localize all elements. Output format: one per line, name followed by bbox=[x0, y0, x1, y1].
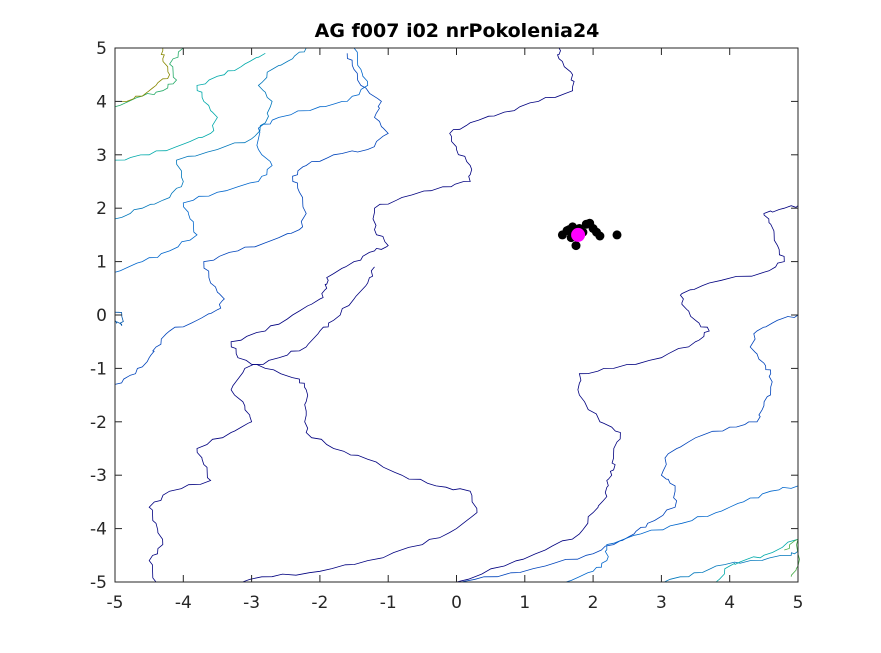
contour-line bbox=[230, 47, 575, 583]
contour-line bbox=[114, 47, 307, 220]
y-tick-label: -5 bbox=[90, 573, 107, 593]
y-tick-label: -2 bbox=[90, 413, 107, 433]
x-tick-label: -1 bbox=[380, 593, 397, 613]
y-tick-label: 2 bbox=[96, 199, 107, 219]
contour-lines bbox=[114, 47, 800, 583]
x-tick-label: 3 bbox=[656, 593, 667, 613]
population-point bbox=[595, 231, 605, 241]
contour-line bbox=[565, 485, 799, 583]
contour-line bbox=[456, 205, 799, 583]
y-tick-label: -1 bbox=[90, 359, 107, 379]
y-tick-label: 1 bbox=[96, 253, 107, 273]
chart-title: AG f007 i02 nrPokolenia24 bbox=[315, 20, 600, 42]
x-tick-label: 5 bbox=[793, 593, 804, 613]
y-tick-label: 0 bbox=[96, 306, 107, 326]
y-tick-label: 5 bbox=[96, 39, 107, 59]
y-tick-label: -4 bbox=[90, 520, 107, 540]
scatter-points bbox=[557, 218, 622, 251]
population-point bbox=[588, 224, 598, 233]
population-point bbox=[612, 230, 622, 240]
contour-line bbox=[114, 309, 124, 326]
x-tick-label: -3 bbox=[243, 593, 260, 613]
contour-line bbox=[114, 52, 266, 161]
contour-line bbox=[114, 53, 389, 385]
contour-line bbox=[654, 549, 799, 583]
y-tick-label: 4 bbox=[96, 92, 107, 112]
contour-line bbox=[449, 314, 799, 583]
contour-line bbox=[715, 538, 799, 583]
plot-area bbox=[115, 48, 798, 582]
population-point bbox=[562, 226, 572, 236]
contour-line bbox=[114, 47, 369, 273]
contour-line bbox=[148, 266, 375, 583]
x-tick-label: 4 bbox=[724, 593, 735, 613]
x-tick-label: 0 bbox=[451, 593, 462, 613]
x-tick-label: 2 bbox=[588, 593, 599, 613]
axis-ticks: -5 -4 -3 -2 -1 0 1 2 3 4 5 -5 -4 -3 -2 -1 0 1 2 3 4 5 bbox=[90, 39, 803, 613]
y-tick-label: 3 bbox=[96, 146, 107, 166]
x-tick-label: -5 bbox=[107, 593, 124, 613]
y-tick-label: -3 bbox=[90, 466, 107, 486]
contour-line bbox=[114, 47, 184, 108]
x-tick-label: 1 bbox=[519, 593, 530, 613]
contour-line bbox=[121, 48, 171, 102]
x-tick-label: -2 bbox=[311, 593, 328, 613]
x-tick-label: -4 bbox=[175, 593, 192, 613]
population-point bbox=[571, 241, 581, 251]
best-point bbox=[571, 227, 586, 242]
